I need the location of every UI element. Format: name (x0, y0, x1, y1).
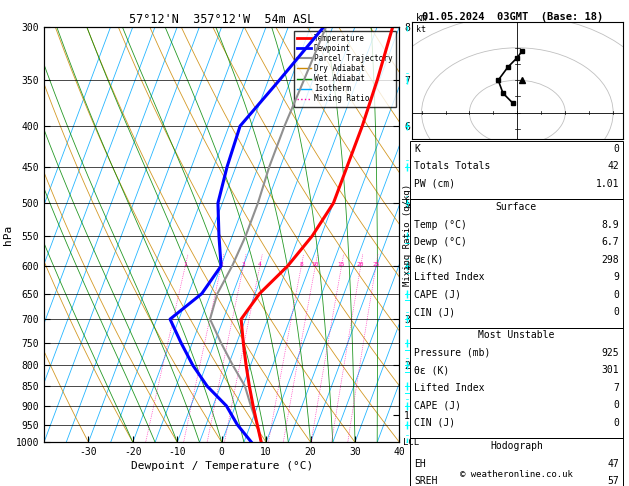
Text: CIN (J): CIN (J) (414, 307, 455, 317)
Text: Dewp (°C): Dewp (°C) (414, 237, 467, 247)
Title: 57°12'N  357°12'W  54m ASL: 57°12'N 357°12'W 54m ASL (129, 13, 314, 26)
Y-axis label: hPa: hPa (3, 225, 13, 244)
Text: © weatheronline.co.uk: © weatheronline.co.uk (460, 469, 573, 479)
Text: 42: 42 (607, 161, 619, 172)
Text: 47: 47 (607, 459, 619, 469)
Text: LCL: LCL (403, 438, 419, 447)
Text: θε(K): θε(K) (414, 255, 443, 265)
Text: 25: 25 (372, 261, 379, 267)
Text: 2: 2 (220, 261, 223, 267)
Text: 01.05.2024  03GMT  (Base: 18): 01.05.2024 03GMT (Base: 18) (422, 12, 603, 22)
Text: 1: 1 (183, 261, 187, 267)
Text: 8.9: 8.9 (601, 220, 619, 230)
Text: Lifted Index: Lifted Index (414, 272, 484, 282)
Text: Lifted Index: Lifted Index (414, 383, 484, 393)
Text: 15: 15 (338, 261, 345, 267)
Text: CIN (J): CIN (J) (414, 418, 455, 428)
Text: 20: 20 (357, 261, 364, 267)
Text: 8: 8 (299, 261, 303, 267)
Text: 0: 0 (613, 400, 619, 411)
Text: Totals Totals: Totals Totals (414, 161, 490, 172)
Text: Surface: Surface (496, 202, 537, 212)
Text: Pressure (mb): Pressure (mb) (414, 348, 490, 358)
Text: 57: 57 (607, 476, 619, 486)
Text: Hodograph: Hodograph (490, 441, 543, 451)
Text: Mixing Ratio (g/kg): Mixing Ratio (g/kg) (403, 183, 411, 286)
Text: 0: 0 (613, 144, 619, 154)
Text: 7: 7 (613, 383, 619, 393)
Text: 10: 10 (311, 261, 319, 267)
Text: 6.7: 6.7 (601, 237, 619, 247)
Text: SREH: SREH (414, 476, 437, 486)
Text: 3: 3 (242, 261, 245, 267)
Text: 0: 0 (613, 418, 619, 428)
Text: 4: 4 (258, 261, 262, 267)
Text: 0: 0 (613, 307, 619, 317)
Text: ASL: ASL (415, 39, 433, 49)
Text: Temp (°C): Temp (°C) (414, 220, 467, 230)
Text: 301: 301 (601, 365, 619, 376)
Text: 925: 925 (601, 348, 619, 358)
Text: θε (K): θε (K) (414, 365, 449, 376)
Text: 298: 298 (601, 255, 619, 265)
Text: CAPE (J): CAPE (J) (414, 290, 461, 300)
Text: Most Unstable: Most Unstable (478, 330, 555, 341)
Text: km: km (415, 13, 427, 22)
Text: 1.01: 1.01 (596, 179, 619, 189)
Text: EH: EH (414, 459, 426, 469)
Text: CAPE (J): CAPE (J) (414, 400, 461, 411)
Text: K: K (414, 144, 420, 154)
Text: 9: 9 (613, 272, 619, 282)
X-axis label: Dewpoint / Temperature (°C): Dewpoint / Temperature (°C) (131, 461, 313, 471)
Text: kt: kt (416, 25, 426, 35)
Text: PW (cm): PW (cm) (414, 179, 455, 189)
Legend: Temperature, Dewpoint, Parcel Trajectory, Dry Adiabat, Wet Adiabat, Isotherm, Mi: Temperature, Dewpoint, Parcel Trajectory… (294, 31, 396, 106)
Text: 0: 0 (613, 290, 619, 300)
